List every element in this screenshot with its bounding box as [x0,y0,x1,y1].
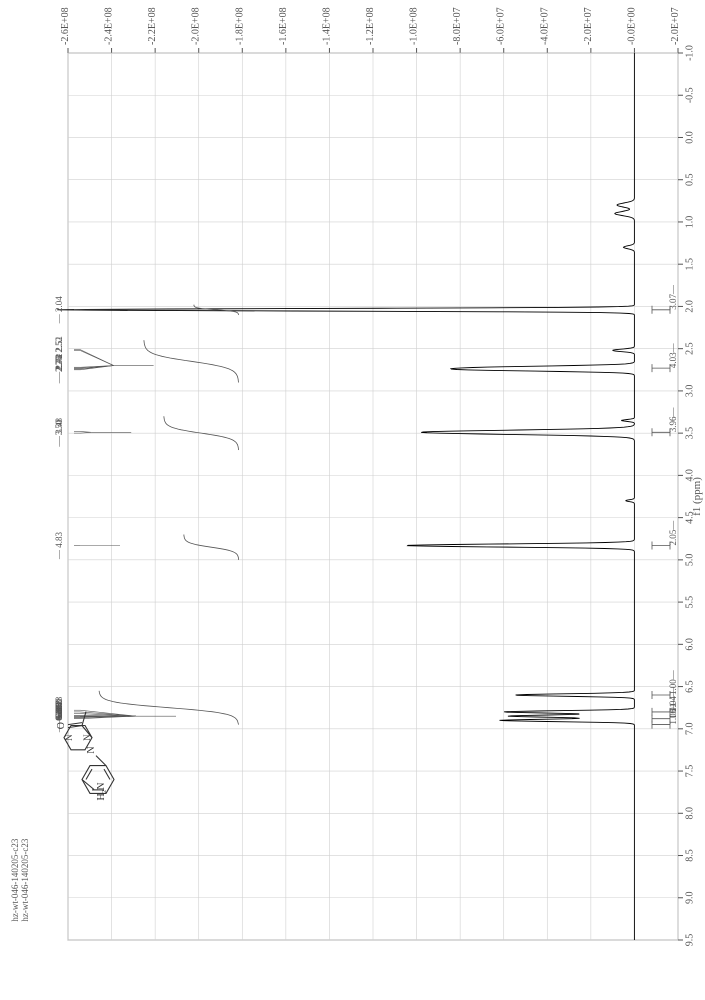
top-tick-label: -2.2E+08 [147,7,158,45]
integration-value: 3.07— [668,284,678,310]
integration-value: 3.96— [668,407,678,433]
sample-id: hz-wt-046-140205-c23 [20,838,30,921]
peak-tree-merge [80,350,114,366]
ppm-tick-label: 9.5 [684,934,695,947]
peak-tree-merge [80,431,91,432]
top-tick-label: -2.4E+08 [104,7,115,45]
structure-diagram: H₂NNNNO [56,712,114,801]
integration-curve [99,691,239,725]
ppm-tick-label: 0.0 [684,131,695,144]
ppm-tick-label: -1.0 [684,45,695,61]
integration-curve [144,340,239,382]
svg-text:N: N [64,734,74,741]
svg-text:O: O [56,722,67,729]
nmr-spectrum-figure: -2.6E+08 -2.4E+08 -2.2E+08 -2.0E+08 -1.8E+08… [0,0,705,1000]
ppm-tick-label: 5.5 [684,596,695,609]
integration-value: 2.05— [668,520,678,546]
integration-value: 4.03— [668,342,678,368]
ppm-tick-label: -0.5 [684,87,695,103]
ppm-tick-label: 8.5 [684,849,695,862]
ppm-tick-label: 6.0 [684,638,695,651]
ppm-tick-label: 2.0 [684,300,695,313]
top-tick-label: -1.4E+08 [321,7,332,45]
ppm-tick-label: 7.5 [684,765,695,778]
ppm-tick-label: 9.0 [684,892,695,905]
peak-label: — 6.78 [54,696,64,725]
integration-curve [184,535,239,560]
peak-label: — 2.51 [54,336,64,364]
top-tick-label: -4.0E+07 [539,7,550,45]
ppm-tick-label: 2.5 [684,342,695,355]
top-tick-label: -1.0E+08 [409,7,420,45]
integration-value: 1.00— [668,669,678,695]
sample-id: hz-wt-046-140205-c23 [10,838,20,921]
top-tick-label: -0.0E+00 [626,7,637,45]
ppm-tick-label: 3.5 [684,427,695,440]
ppm-tick-label: 7.0 [684,723,695,736]
top-tick-label: -2.0E+08 [191,7,202,45]
top-tick-label: -2.0E+07 [670,7,681,45]
top-tick-label: -1.6E+08 [278,7,289,45]
top-tick-label: -2.6E+08 [60,7,71,45]
ppm-tick-label: 1.5 [684,258,695,271]
peak-label: — 2.04 [54,296,64,325]
top-tick-label: -6.0E+07 [496,7,507,45]
ppm-tick-label: 0.5 [684,173,695,186]
top-tick-label: -2.0E+07 [583,7,594,45]
ppm-tick-label: 8.0 [684,807,695,820]
peak-label: — 4.83 [54,531,64,560]
ppm-tick-label: 6.5 [684,680,695,693]
spectrum-trace [57,53,634,940]
svg-text:N: N [82,734,92,741]
ppm-axis-label: f1 (ppm) [691,477,703,516]
ppm-tick-label: 3.0 [684,385,695,398]
svg-text:N: N [86,746,97,753]
peak-label: — 3.48 [54,417,64,446]
top-tick-label: -1.8E+08 [234,7,245,45]
ppm-tick-label: 1.0 [684,216,695,229]
nmr-svg: -2.6E+08 -2.4E+08 -2.2E+08 -2.0E+08 -1.8E+08… [0,0,705,1000]
svg-text:H₂N: H₂N [96,783,107,801]
top-tick-label: -8.0E+07 [452,7,463,45]
top-tick-label: -1.2E+08 [365,7,376,45]
ppm-tick-label: 5.0 [684,554,695,567]
